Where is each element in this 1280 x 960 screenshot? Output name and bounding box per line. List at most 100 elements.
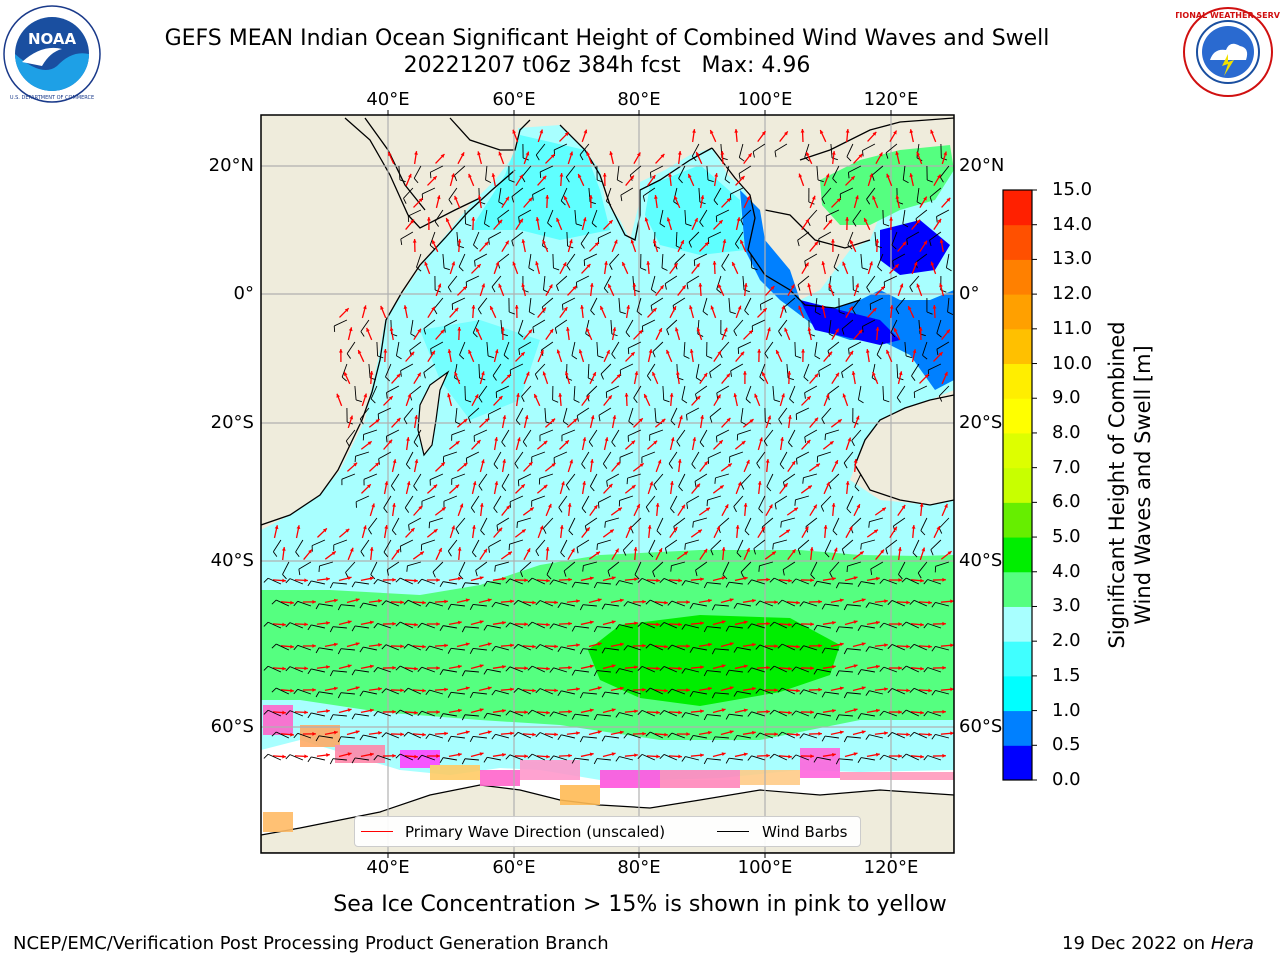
wave-arrow-head — [634, 709, 638, 714]
wind-barb-staff — [838, 714, 853, 717]
wave-arrow-head — [611, 708, 616, 713]
wind-barb-staff — [671, 600, 686, 607]
wave-arrow-head — [597, 686, 602, 690]
wind-barb-staff — [385, 600, 400, 607]
wind-barb-staff — [359, 407, 370, 420]
wave-arrow-head — [798, 173, 803, 178]
wind-barb-staff — [574, 625, 589, 629]
wave-arrow-head — [569, 239, 573, 244]
wind-barb-staff — [869, 690, 884, 695]
wave-arrow-head — [619, 642, 624, 647]
wave-arrow-head — [950, 599, 954, 604]
wind-barb-flag — [588, 377, 594, 381]
wind-barb-staff — [532, 709, 546, 717]
wind-barb-staff — [385, 363, 392, 378]
wave-arrow-head — [545, 195, 550, 199]
wave-arrow-head — [395, 549, 400, 554]
wave-arrow-head — [788, 578, 792, 583]
ocean-deep-blue-patch — [880, 220, 950, 275]
wind-barb-staff — [846, 604, 861, 607]
wind-barb-staff — [709, 407, 722, 418]
vector-field-layer — [263, 128, 954, 765]
wind-barb-flag — [425, 601, 430, 608]
wave-arrow-head — [748, 330, 753, 335]
wave-arrow-head — [674, 195, 678, 200]
wind-barb-flag — [403, 731, 409, 737]
wind-barb-flag — [611, 441, 616, 448]
wave-arrow-head — [532, 644, 536, 649]
wind-barb-flag — [649, 172, 652, 179]
wind-barb-flag — [549, 579, 554, 585]
wind-barb-staff — [671, 688, 686, 695]
wind-barb-flag — [909, 286, 913, 293]
wave-arrow-head — [554, 688, 558, 693]
wind-barb-staff — [528, 297, 532, 312]
wave-arrow-head — [471, 217, 476, 221]
wind-barb-staff — [803, 363, 810, 378]
wind-barb-staff — [565, 165, 576, 178]
wind-barb-flag — [648, 552, 654, 558]
wind-barb-flag — [580, 243, 585, 249]
wind-barb-flag — [617, 179, 623, 184]
wind-barb-staff — [803, 689, 818, 695]
wind-barb-flag — [447, 692, 452, 698]
wind-barb-flag — [733, 691, 738, 697]
wave-arrow-head — [818, 643, 822, 648]
wind-barb-staff — [650, 731, 664, 739]
wind-barb-flag — [602, 463, 608, 469]
wind-barb-flag — [373, 755, 379, 761]
wave-arrow-head — [567, 503, 572, 507]
wind-barb-staff — [443, 581, 457, 585]
wind-barb-flag — [804, 392, 806, 399]
wind-barb-staff — [913, 643, 928, 651]
wave-arrow-head — [646, 261, 651, 265]
wind-barb-flag — [686, 502, 689, 509]
wave-arrow-head — [788, 622, 792, 627]
wave-arrow-head — [820, 130, 824, 135]
wind-barb-flag — [271, 599, 277, 605]
wind-barb-staff — [795, 710, 810, 717]
map-legend: Primary Wave Direction (unscaled) Wind B… — [354, 816, 861, 847]
wind-barb-staff — [429, 231, 436, 246]
wave-arrow-head — [861, 730, 866, 734]
wave-arrow-head — [875, 239, 880, 243]
wind-barb-flag — [515, 420, 521, 426]
wave-arrow-head — [392, 503, 396, 507]
wind-barb-staff — [627, 645, 642, 651]
wind-barb-flag — [491, 734, 496, 740]
wind-barb-flag — [581, 507, 587, 514]
wind-barb-flag — [468, 417, 471, 424]
colorbar-level-label: 1.5 — [1052, 664, 1081, 686]
wind-barb-flag — [272, 551, 278, 557]
wave-arrow-head — [355, 598, 360, 602]
wave-arrow-head — [689, 349, 694, 353]
colorbar-level-label: 2.0 — [1052, 630, 1081, 652]
wind-barb-flag — [923, 579, 928, 585]
wind-barb-flag — [591, 222, 597, 228]
wind-barb-staff — [466, 451, 480, 459]
wave-arrow-head — [906, 644, 910, 649]
wind-barb-staff — [846, 143, 854, 157]
wave-arrow-head — [658, 328, 662, 333]
wind-barb-staff — [517, 319, 524, 334]
wind-barb-flag — [509, 311, 515, 315]
wind-barb-flag — [711, 604, 716, 611]
wave-arrow-head — [460, 152, 465, 157]
wave-arrow-head — [282, 754, 286, 759]
wave-arrow-head — [609, 529, 614, 534]
wind-barb-flag — [721, 265, 726, 272]
wave-arrow-head — [655, 503, 660, 507]
wave-arrow-head — [932, 305, 937, 309]
wave-arrow-head — [698, 283, 703, 287]
wind-barb-flag — [789, 398, 795, 404]
wind-barb-staff — [491, 275, 502, 288]
wind-barb-staff — [641, 709, 656, 717]
wind-barb-staff — [716, 275, 722, 290]
wind-barb-swatch — [717, 831, 749, 832]
wave-arrow-head — [476, 264, 481, 269]
wind-barb-staff — [670, 495, 678, 509]
wind-barb-staff — [783, 297, 796, 308]
wind-barb-staff — [619, 495, 634, 501]
wave-arrow-head — [916, 283, 921, 288]
wind-barb-staff — [535, 539, 546, 551]
